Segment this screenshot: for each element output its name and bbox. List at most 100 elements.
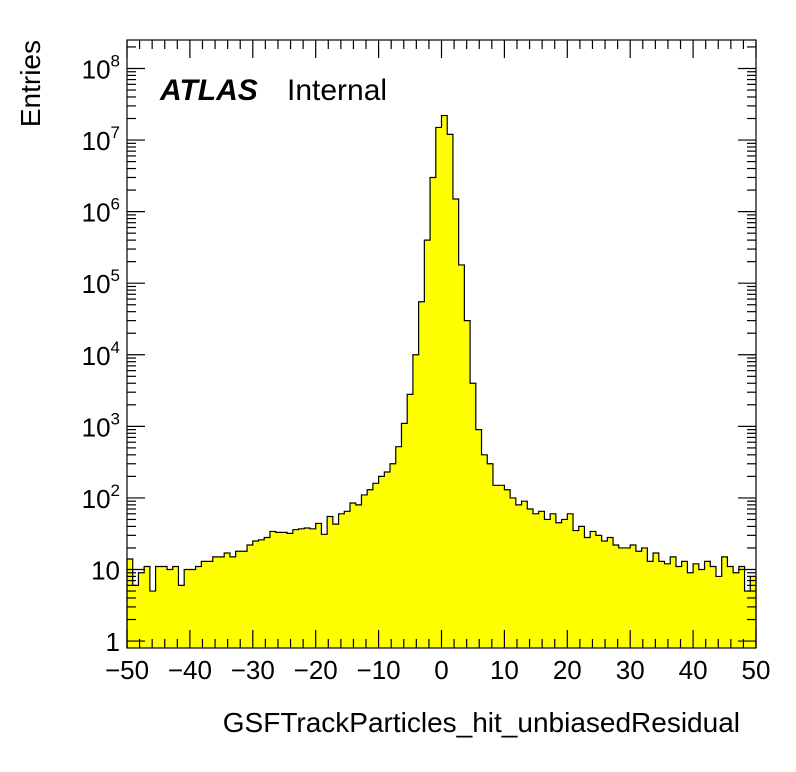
histogram-bar (264, 537, 271, 648)
histogram-bar (601, 541, 608, 648)
histogram-bar (647, 561, 654, 648)
histogram-bar (641, 547, 648, 648)
histogram-bar (309, 528, 316, 648)
histogram-bar (458, 264, 465, 648)
histogram-bars (127, 115, 757, 649)
x-tick-label: −20 (294, 655, 338, 685)
histogram-bar (492, 485, 499, 648)
histogram-bar (727, 566, 734, 648)
histogram-bar (149, 591, 156, 648)
histogram-bar (292, 529, 299, 648)
histogram-bar (201, 561, 208, 648)
y-tick-label: 105 (82, 266, 120, 299)
histogram-bar (212, 556, 219, 648)
x-tick-label: 0 (434, 655, 448, 685)
histogram-bar (172, 566, 179, 648)
y-tick-label: 102 (82, 481, 120, 514)
histogram-bar (675, 566, 682, 648)
histogram-bar (229, 556, 236, 648)
histogram-bar (567, 513, 574, 648)
histogram-bar (704, 561, 711, 648)
histogram-bar (452, 199, 459, 648)
histogram-bar (464, 320, 471, 648)
histogram-bar (281, 532, 288, 648)
histogram-outline (126, 114, 757, 648)
histogram-bar (350, 502, 357, 648)
histogram-bar (715, 576, 722, 648)
histogram-bar (561, 519, 568, 648)
histogram-bar (132, 585, 139, 648)
histogram-bar (315, 523, 322, 648)
histogram-bar (378, 476, 385, 648)
x-tick-label: 30 (616, 655, 645, 685)
atlas-label-status: Internal (287, 74, 387, 107)
histogram-bar (247, 544, 254, 648)
histogram-bar (532, 513, 540, 648)
histogram-bar (624, 547, 631, 648)
histogram-bar (161, 566, 168, 648)
histogram-bar (127, 559, 134, 648)
x-tick-label: −50 (105, 655, 149, 685)
y-axis-title: Entries (15, 40, 46, 127)
histogram-bar (144, 566, 151, 648)
histogram-bar (635, 551, 642, 648)
histogram-bar (590, 531, 597, 648)
histogram-bar (441, 115, 448, 649)
histogram-bar (195, 566, 202, 648)
histogram-bar (698, 569, 705, 648)
y-tick-label: 10 (91, 555, 120, 585)
x-tick-label: −40 (168, 655, 212, 685)
y-axis-tick-labels: 1 10 102 103 104 105 106 107 108 (82, 51, 120, 657)
histogram-bar (521, 501, 528, 648)
histogram-bar (435, 127, 442, 648)
histogram-bar (487, 463, 494, 648)
histogram-bar (670, 556, 677, 648)
histogram-bar (733, 572, 740, 648)
y-tick-label: 103 (82, 409, 120, 442)
histogram-bar (498, 485, 505, 648)
histogram-bar (269, 531, 276, 648)
x-tick-label: −30 (231, 655, 275, 685)
histogram-bar (607, 537, 614, 648)
histogram-bar (412, 354, 419, 648)
y-tick-label: 106 (82, 195, 120, 228)
histogram-bar (613, 544, 620, 648)
histogram-bar (721, 556, 728, 648)
histogram-bar (687, 572, 694, 648)
histogram-bar (241, 551, 248, 648)
histogram-bar (401, 423, 408, 648)
histogram-bar (372, 483, 379, 648)
histogram-bar (407, 394, 414, 648)
x-tick-label: 40 (679, 655, 708, 685)
histogram-bar (327, 516, 334, 648)
histogram-bar (207, 561, 214, 648)
y-tick-label: 1 (106, 627, 120, 657)
histogram-bar (287, 533, 294, 648)
histogram-bar (167, 569, 174, 648)
x-tick-label: 20 (553, 655, 582, 685)
histogram-bar (515, 504, 522, 648)
histogram-bar (384, 472, 391, 648)
histogram-bar (544, 519, 551, 648)
histogram-bar (258, 539, 265, 648)
histogram-bar (573, 530, 580, 648)
histogram-bar (738, 566, 745, 648)
x-axis-ticks (126, 40, 757, 648)
y-tick-label: 104 (82, 338, 120, 371)
histogram-bar (252, 541, 259, 648)
histogram-bar (664, 563, 671, 648)
histogram-bar (578, 526, 585, 648)
histogram-bar (332, 524, 339, 648)
histogram-bar (304, 527, 311, 648)
histogram-bar (447, 134, 454, 648)
histogram-bar (138, 572, 145, 648)
histogram-bar (595, 535, 602, 648)
histogram-bar (424, 240, 431, 649)
histogram-bar (550, 513, 557, 648)
histogram-bar (618, 547, 625, 648)
y-tick-label: 108 (82, 51, 120, 84)
x-tick-label: 10 (490, 655, 519, 685)
histogram-bar (155, 566, 162, 648)
histogram-bar (538, 511, 545, 648)
